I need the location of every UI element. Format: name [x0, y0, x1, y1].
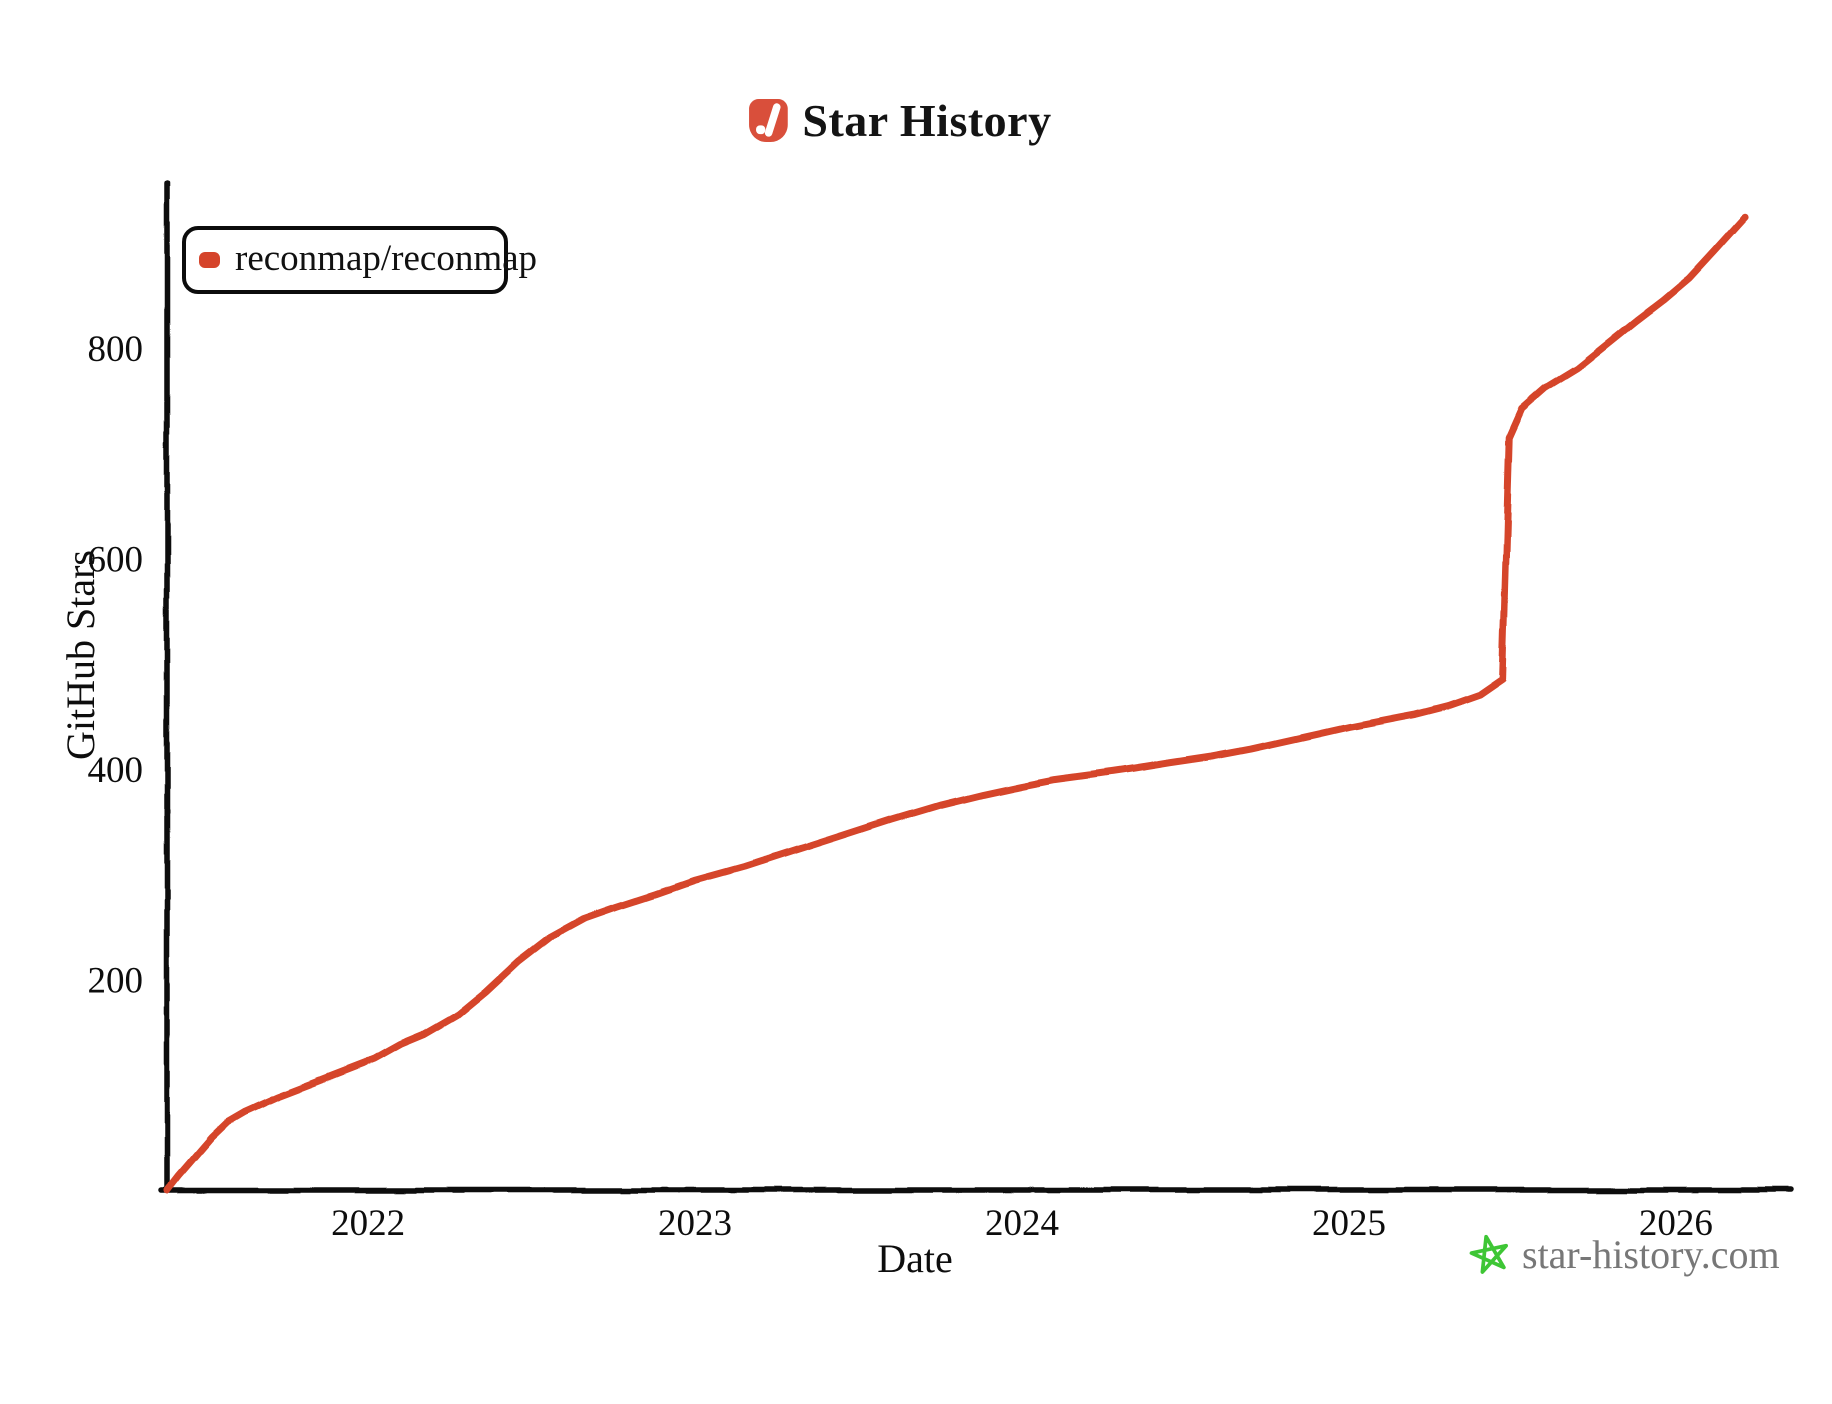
x-tick-label: 2024 [985, 1203, 1059, 1244]
chart-title: Star History [802, 95, 1052, 146]
x-tick-label: 2023 [658, 1203, 732, 1244]
green-star-icon [1469, 1234, 1511, 1276]
axis-titles: Date GitHub Stars [58, 550, 953, 1281]
legend-box: reconmap/reconmap [182, 226, 537, 294]
y-tick-label: 200 [88, 961, 144, 1002]
legend-series-label: reconmap/reconmap [235, 237, 538, 279]
star-history-logo-icon [748, 99, 788, 142]
series-line-reconmap/reconmap [163, 214, 1749, 1194]
y-tick-label: 400 [88, 750, 144, 791]
chart-header: Star History [748, 94, 1051, 147]
axes [158, 180, 1795, 1193]
x-tick-label: 2022 [331, 1203, 405, 1244]
axis-tick-labels: 2022 2023 2024 2025 2026 200 400 600 800 [88, 329, 1713, 1244]
x-axis-title: Date [877, 1236, 953, 1281]
watermark-site-text: star-history.com [1522, 1232, 1780, 1277]
y-tick-label: 800 [88, 329, 144, 370]
series-line [163, 214, 1749, 1194]
legend-series-marker-icon [199, 252, 220, 268]
watermark: star-history.com [1469, 1234, 1780, 1276]
x-tick-label: 2025 [1312, 1203, 1386, 1244]
x-tick-label: 2026 [1639, 1203, 1713, 1244]
y-tick-label: 600 [88, 540, 144, 581]
y-axis-title: GitHub Stars [58, 550, 103, 760]
